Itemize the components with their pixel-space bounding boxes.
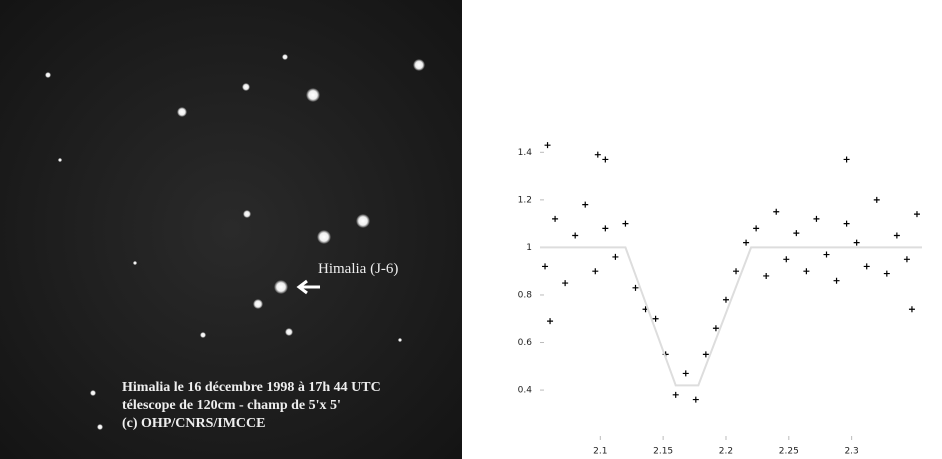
y-tick-label: 0.4 — [518, 386, 533, 396]
sky — [0, 0, 462, 459]
y-tick-label: 0.8 — [518, 290, 533, 300]
data-point — [544, 142, 551, 149]
telescope-image: Himalia (J-6) Himalia le 16 décembre 199… — [0, 0, 462, 459]
data-point — [883, 270, 890, 277]
data-point — [602, 225, 609, 232]
x-tick-label: 2.25 — [779, 447, 799, 457]
data-point — [903, 256, 910, 263]
data-point — [803, 268, 810, 275]
data-point — [602, 156, 609, 163]
data-point — [562, 280, 569, 287]
caption-line: Himalia le 16 décembre 1998 à 17h 44 UTC — [122, 380, 381, 395]
data-point — [594, 151, 601, 158]
data-point — [542, 263, 549, 270]
data-point — [843, 220, 850, 227]
data-point — [712, 325, 719, 332]
data-point — [692, 396, 699, 403]
data-point — [612, 253, 619, 260]
data-point — [913, 211, 920, 218]
data-point — [702, 351, 709, 358]
x-tick-label: 2.2 — [719, 447, 733, 457]
data-point — [722, 296, 729, 303]
data-point — [813, 215, 820, 222]
data-point — [682, 370, 689, 377]
data-point — [743, 239, 750, 246]
data-point — [582, 201, 589, 208]
arrow — [296, 279, 320, 295]
data-point — [823, 251, 830, 258]
data-point — [763, 272, 770, 279]
data-point — [672, 391, 679, 398]
x-tick-label: 2.3 — [844, 447, 858, 457]
data-point — [547, 318, 554, 325]
y-tick-label: 0.6 — [518, 338, 533, 348]
x-tick-label: 2.15 — [653, 447, 673, 457]
y-tick-label: 1.4 — [518, 148, 533, 158]
data-point — [592, 268, 599, 275]
fit-line — [540, 246, 922, 387]
data-point — [773, 208, 780, 215]
data-point — [622, 220, 629, 227]
data-point — [843, 156, 850, 163]
y-tick-label: 1 — [526, 243, 532, 253]
data-point — [908, 306, 915, 313]
caption-line: télescope de 120cm - champ de 5'x 5' — [122, 398, 341, 413]
stars — [45, 54, 425, 430]
chart: 0.4 0.6 0.8 1 1.2 1.4 2.1 2.15 2.2 2.25 2.3 — [518, 142, 922, 457]
y-tick-label: 1.2 — [518, 195, 532, 205]
data-point — [652, 315, 659, 322]
data-point — [753, 225, 760, 232]
data-point — [572, 232, 579, 239]
data-point — [863, 263, 870, 270]
data-point — [873, 196, 880, 203]
data-point — [552, 215, 559, 222]
caption-line: (c) OHP/CNRS/IMCCE — [122, 416, 266, 431]
data-point — [783, 256, 790, 263]
data-point — [833, 277, 840, 284]
data-point — [733, 268, 740, 275]
object-label: Himalia (J-6) — [318, 261, 398, 277]
data-point — [853, 239, 860, 246]
data-point — [632, 284, 639, 291]
data-point — [793, 230, 800, 237]
data-point — [893, 232, 900, 239]
x-tick-label: 2.1 — [593, 447, 607, 457]
